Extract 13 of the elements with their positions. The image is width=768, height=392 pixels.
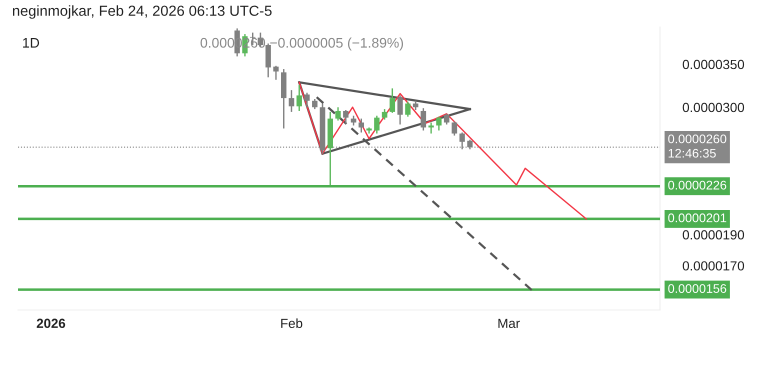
text: 1D [23, 38, 40, 48]
x-tick-label: 2026 [36, 318, 66, 328]
chart-subtitle: neginmojkar, Feb 24, 2026 06:13 UTC-5 [12, 5, 272, 19]
x-tick-label: Feb [281, 318, 302, 328]
ref-line-label: 0.0000156 [668, 284, 726, 293]
ref-line-label: 0.0000260 12:46:35 [668, 134, 726, 158]
y-tick-label: 0.0000170 [682, 261, 744, 271]
ref-line-label: 0.0000226 [668, 180, 726, 190]
y-tick-label: 0.0000300 [682, 102, 744, 112]
x-tick-label: Mar [498, 318, 520, 328]
y-tick-label: 0.0000190 [682, 230, 744, 240]
y-tick-label: 0.0000350 [682, 60, 744, 70]
ref-line-label: 0.0000201 [668, 213, 726, 222]
